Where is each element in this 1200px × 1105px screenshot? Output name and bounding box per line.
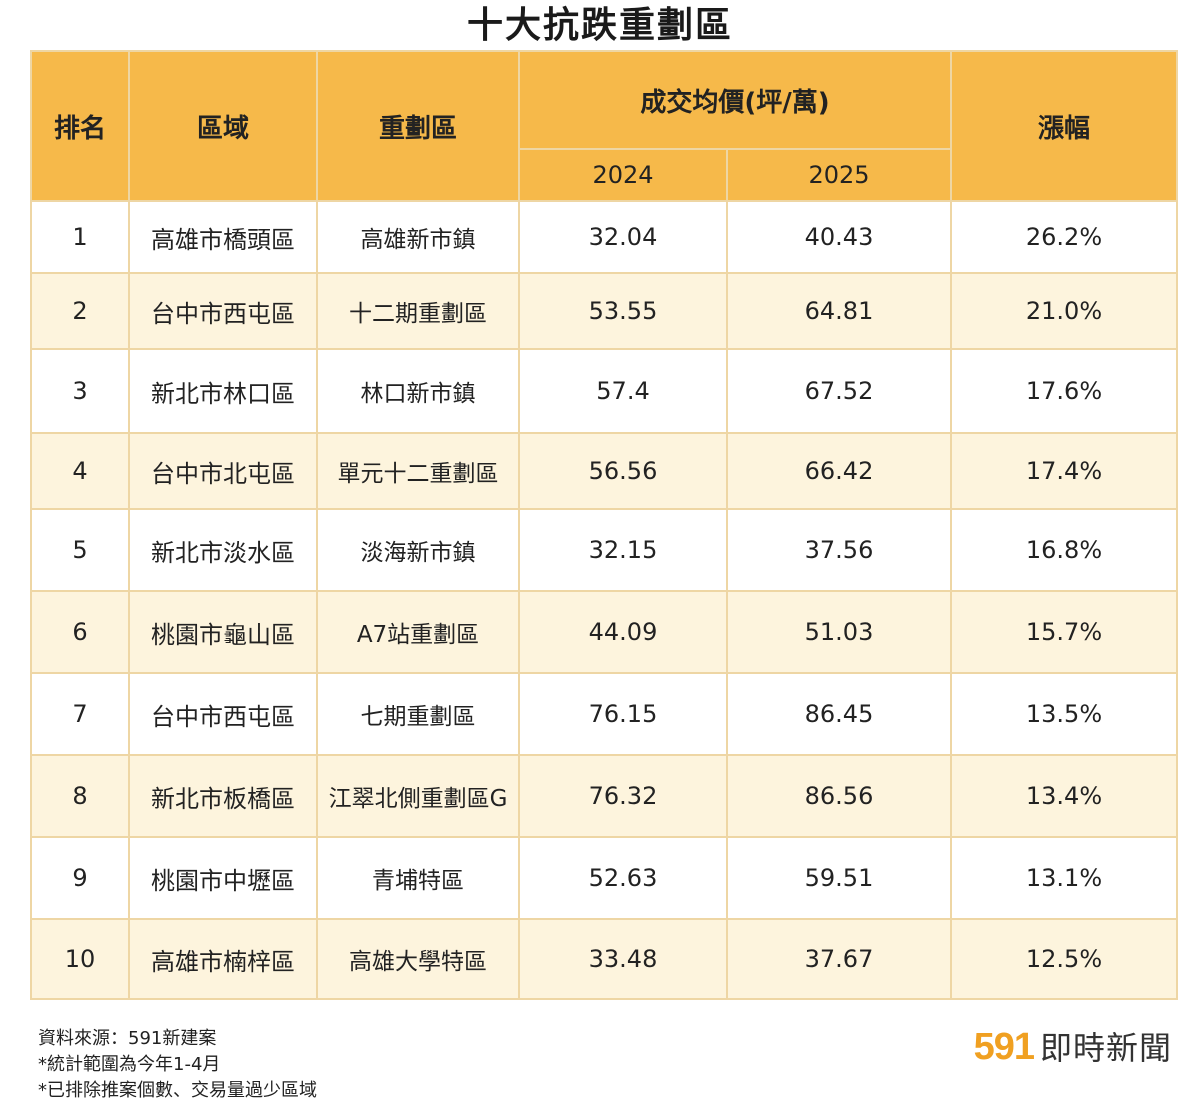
cell-price-2025: 51.03 bbox=[725, 590, 953, 674]
page-title: 十大抗跌重劃區 bbox=[466, 5, 733, 46]
cell-change: 17.6% bbox=[950, 348, 1179, 434]
cell-rank: 5 bbox=[30, 508, 130, 592]
cell-change: 13.4% bbox=[950, 754, 1179, 838]
header-year-2024: 2024 bbox=[518, 148, 728, 202]
header-region: 區域 bbox=[128, 50, 318, 202]
cell-region: 台中市西屯區 bbox=[128, 672, 318, 756]
cell-region: 高雄市橋頭區 bbox=[128, 200, 318, 274]
cell-price-2025: 40.43 bbox=[725, 200, 953, 274]
ranking-table: 排名 區域 重劃區 成交均價(坪/萬) 漲幅 2024 2025 1 高雄市橋頭區… bbox=[30, 50, 1179, 1000]
header-year-2025: 2025 bbox=[725, 148, 953, 202]
cell-zone: 江翠北側重劃區G bbox=[316, 754, 520, 838]
cell-rank: 8 bbox=[30, 754, 130, 838]
cell-rank: 1 bbox=[30, 200, 130, 274]
cell-change: 16.8% bbox=[950, 508, 1179, 592]
cell-price-2024: 44.09 bbox=[518, 590, 728, 674]
cell-rank: 7 bbox=[30, 672, 130, 756]
cell-price-2024: 57.4 bbox=[518, 348, 728, 434]
cell-zone: 高雄大學特區 bbox=[316, 918, 520, 1000]
table-row: 7 台中市西屯區 七期重劃區 76.15 86.45 13.5% bbox=[30, 672, 1179, 756]
cell-zone: 單元十二重劃區 bbox=[316, 432, 520, 510]
cell-zone: 青埔特區 bbox=[316, 836, 520, 920]
cell-price-2024: 76.15 bbox=[518, 672, 728, 756]
cell-zone: A7站重劃區 bbox=[316, 590, 520, 674]
table-row: 4 台中市北屯區 單元十二重劃區 56.56 66.42 17.4% bbox=[30, 432, 1179, 510]
brand-number: 591 bbox=[973, 1026, 1035, 1068]
header-change: 漲幅 bbox=[950, 50, 1179, 202]
cell-rank: 2 bbox=[30, 272, 130, 350]
footnotes: 資料來源：591新建案 *統計範圍為今年1-4月 *已排除推案個數、交易量過少區… bbox=[38, 1026, 317, 1104]
cell-change: 17.4% bbox=[950, 432, 1179, 510]
cell-price-2025: 86.45 bbox=[725, 672, 953, 756]
cell-change: 12.5% bbox=[950, 918, 1179, 1000]
cell-region: 高雄市楠梓區 bbox=[128, 918, 318, 1000]
cell-price-2024: 32.04 bbox=[518, 200, 728, 274]
cell-price-2024: 32.15 bbox=[518, 508, 728, 592]
brand-name: 即時新聞 bbox=[1039, 1029, 1172, 1067]
cell-price-2025: 37.56 bbox=[725, 508, 953, 592]
cell-zone: 淡海新市鎮 bbox=[316, 508, 520, 592]
range-note: *統計範圍為今年1-4月 bbox=[38, 1054, 221, 1075]
cell-change: 15.7% bbox=[950, 590, 1179, 674]
table-row: 8 新北市板橋區 江翠北側重劃區G 76.32 86.56 13.4% bbox=[30, 754, 1179, 838]
cell-change: 26.2% bbox=[950, 200, 1179, 274]
cell-rank: 3 bbox=[30, 348, 130, 434]
cell-region: 桃園市龜山區 bbox=[128, 590, 318, 674]
cell-change: 21.0% bbox=[950, 272, 1179, 350]
cell-price-2024: 56.56 bbox=[518, 432, 728, 510]
cell-zone: 高雄新市鎮 bbox=[316, 200, 520, 274]
cell-price-2024: 33.48 bbox=[518, 918, 728, 1000]
cell-change: 13.5% bbox=[950, 672, 1179, 756]
cell-price-2025: 86.56 bbox=[725, 754, 953, 838]
brand-logo: 591 即時新聞 bbox=[974, 1024, 1172, 1077]
cell-region: 新北市林口區 bbox=[128, 348, 318, 434]
table-row: 6 桃園市龜山區 A7站重劃區 44.09 51.03 15.7% bbox=[30, 590, 1179, 674]
cell-region: 桃園市中壢區 bbox=[128, 836, 318, 920]
cell-rank: 10 bbox=[30, 918, 130, 1000]
table-row: 2 台中市西屯區 十二期重劃區 53.55 64.81 21.0% bbox=[30, 272, 1179, 350]
cell-price-2025: 67.52 bbox=[725, 348, 953, 434]
cell-rank: 6 bbox=[30, 590, 130, 674]
cell-price-2025: 59.51 bbox=[725, 836, 953, 920]
cell-zone: 七期重劃區 bbox=[316, 672, 520, 756]
header-zone: 重劃區 bbox=[316, 50, 520, 202]
cell-price-2025: 37.67 bbox=[725, 918, 953, 1000]
header-avg-price: 成交均價(坪/萬) bbox=[517, 50, 953, 150]
cell-price-2024: 52.63 bbox=[518, 836, 728, 920]
cell-rank: 9 bbox=[30, 836, 130, 920]
cell-price-2025: 64.81 bbox=[725, 272, 953, 350]
table-row: 9 桃園市中壢區 青埔特區 52.63 59.51 13.1% bbox=[30, 836, 1179, 920]
exclusion-note: *已排除推案個數、交易量過少區域 bbox=[38, 1080, 317, 1101]
table-row: 5 新北市淡水區 淡海新市鎮 32.15 37.56 16.8% bbox=[30, 508, 1179, 592]
table-row: 1 高雄市橋頭區 高雄新市鎮 32.04 40.43 26.2% bbox=[30, 200, 1179, 274]
table-row: 3 新北市林口區 林口新市鎮 57.4 67.52 17.6% bbox=[30, 348, 1179, 434]
cell-region: 台中市西屯區 bbox=[128, 272, 318, 350]
cell-zone: 十二期重劃區 bbox=[316, 272, 520, 350]
cell-region: 台中市北屯區 bbox=[128, 432, 318, 510]
cell-change: 13.1% bbox=[950, 836, 1179, 920]
source-note: 資料來源：591新建案 bbox=[38, 1028, 217, 1049]
cell-rank: 4 bbox=[30, 432, 130, 510]
cell-price-2024: 53.55 bbox=[518, 272, 728, 350]
cell-price-2024: 76.32 bbox=[518, 754, 728, 838]
header-rank: 排名 bbox=[30, 50, 130, 202]
cell-region: 新北市淡水區 bbox=[128, 508, 318, 592]
cell-region: 新北市板橋區 bbox=[128, 754, 318, 838]
cell-price-2025: 66.42 bbox=[725, 432, 953, 510]
cell-zone: 林口新市鎮 bbox=[316, 348, 520, 434]
table-row: 10 高雄市楠梓區 高雄大學特區 33.48 37.67 12.5% bbox=[30, 918, 1179, 1000]
